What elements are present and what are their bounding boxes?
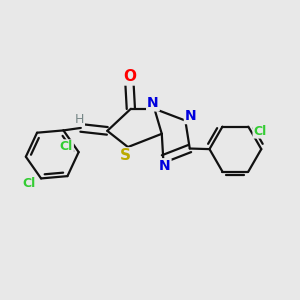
Text: N: N xyxy=(185,109,197,123)
Text: N: N xyxy=(147,97,159,110)
Text: O: O xyxy=(123,70,136,85)
Text: N: N xyxy=(159,159,170,173)
Text: Cl: Cl xyxy=(22,177,35,190)
Text: Cl: Cl xyxy=(60,140,73,153)
Text: H: H xyxy=(75,112,84,126)
Text: S: S xyxy=(119,148,130,164)
Text: Cl: Cl xyxy=(254,124,267,138)
